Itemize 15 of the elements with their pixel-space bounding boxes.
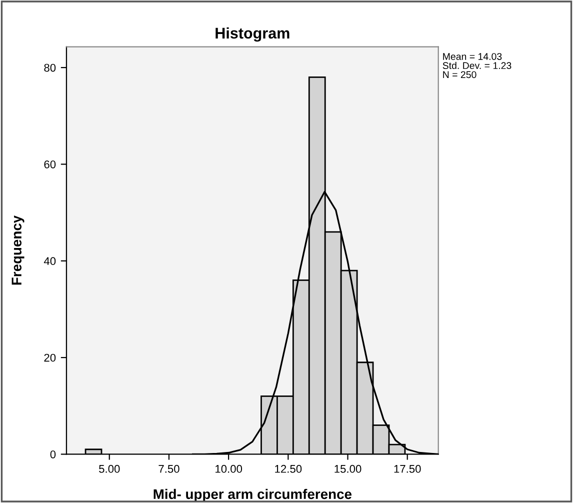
y-tick-label: 0 — [50, 450, 56, 458]
y-tick-label: 40 — [44, 257, 56, 266]
y-tick-label: 60 — [44, 160, 56, 168]
x-tick-label: 12.50 — [275, 464, 302, 473]
text: Mean = 14.03 Std. Dev. = 1.23 N = 250 — [442, 53, 512, 78]
y-tick-label: 80 — [44, 64, 56, 72]
x-tick-label: 15.00 — [334, 464, 362, 473]
y-axis-title: Frequency — [12, 215, 24, 285]
x-tick-label: 7.50 — [158, 464, 180, 473]
y-tick-label: 20 — [44, 354, 56, 362]
x-tick-label: 10.00 — [216, 464, 242, 473]
x-tick-label: 5.00 — [99, 464, 120, 473]
chart-title: Histogram — [216, 27, 290, 42]
x-tick-label: 17.50 — [394, 464, 421, 473]
x-axis-title: Mid- upper arm circumference — [154, 488, 352, 502]
